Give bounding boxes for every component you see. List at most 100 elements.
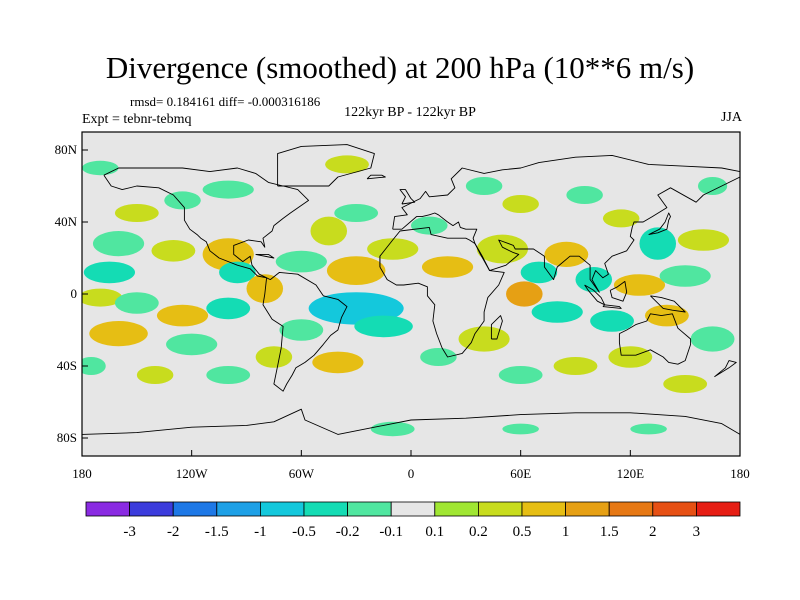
field-blob: [663, 375, 708, 393]
coastline: [103, 167, 310, 279]
colorbar-swatch: [85, 501, 130, 517]
coastline: [277, 144, 375, 187]
coastline: [648, 212, 671, 236]
coastline: [392, 154, 740, 230]
experiment-label: Expt = tebnr-tebmq: [82, 112, 192, 127]
field-blob: [82, 160, 119, 176]
coastline: [366, 174, 386, 180]
field-blob: [566, 186, 603, 204]
field-blob: [82, 357, 106, 375]
field-blob: [326, 256, 386, 285]
field-blob: [312, 351, 364, 374]
field-blob: [354, 315, 413, 338]
coastline: [379, 226, 505, 358]
field-blob: [166, 333, 218, 356]
colorbar-label: -3: [123, 524, 136, 540]
field-blob: [156, 304, 209, 327]
coastline: [602, 304, 622, 309]
x-tick-label: 0: [408, 466, 415, 481]
colorbar-label: -1.5: [205, 524, 229, 540]
field-blob: [255, 346, 293, 368]
colorbar-swatch: [172, 501, 218, 517]
colorbar-label: 0.1: [425, 524, 444, 540]
field-blob: [677, 229, 730, 251]
field-blob: [644, 304, 689, 327]
field-blob: [420, 348, 457, 366]
y-tick-label: 80N: [55, 142, 78, 157]
colorbar-swatch: [477, 501, 523, 517]
colorbar-swatch: [652, 501, 697, 517]
field-blob: [659, 265, 711, 287]
coastline: [392, 176, 740, 293]
field-blob: [465, 177, 503, 195]
field-blob: [531, 301, 583, 323]
colorbar-label: 1: [562, 524, 570, 540]
field-blob: [697, 177, 728, 195]
field-blob: [164, 191, 201, 210]
colorbar-swatch: [303, 501, 348, 517]
colorbar-swatch: [390, 501, 436, 517]
colorbar-swatch: [216, 501, 261, 517]
field-blob: [630, 423, 667, 435]
field-blob: [89, 321, 148, 347]
chart-title: Divergence (smoothed) at 200 hPa (10**6 …: [105, 50, 695, 85]
field-blob: [608, 346, 653, 368]
field-blob: [502, 423, 539, 435]
colorbar-label: -0.5: [292, 524, 316, 540]
field-blob: [498, 366, 543, 384]
colorbar-label: -0.2: [336, 524, 360, 540]
field-blob: [544, 241, 589, 267]
colorbar-label: 0.2: [469, 524, 488, 540]
coastline: [490, 315, 503, 340]
field-blob: [639, 227, 677, 260]
colorbar-label: 2: [649, 524, 657, 540]
coastline: [609, 280, 628, 302]
field-blob: [690, 326, 735, 352]
field-blob: [367, 238, 419, 260]
colorbar-swatch: [521, 501, 566, 517]
statistics-text: rmsd= 0.184161 diff= -0.000316186: [130, 94, 321, 109]
coastline: [262, 271, 348, 392]
field-blob: [602, 209, 640, 228]
field-blob: [275, 250, 327, 273]
field-blob: [219, 261, 256, 284]
colorbar-label: 1.5: [600, 524, 619, 540]
field-blob: [310, 216, 348, 246]
colorbar-swatch: [129, 501, 174, 517]
colorbar-swatch: [565, 501, 610, 517]
coastline: [618, 313, 692, 365]
field-blob: [458, 326, 510, 352]
coastline: [255, 253, 275, 259]
field-blob: [575, 267, 613, 293]
field-blob: [92, 231, 145, 257]
x-tick-label: 120W: [176, 466, 209, 481]
colorbar-swatch: [608, 501, 654, 517]
y-tick-label: 0: [71, 286, 78, 301]
field-blob: [411, 216, 448, 235]
season-label: JJA: [720, 110, 742, 125]
colorbar-label: -0.1: [379, 524, 403, 540]
colorbar-label: -1: [254, 524, 267, 540]
colorbar-swatch: [696, 501, 741, 517]
colorbar-label: 0.5: [513, 524, 532, 540]
x-tick-label: 60E: [510, 466, 531, 481]
field-blob: [334, 204, 379, 222]
field-blob: [82, 288, 123, 307]
field-blob: [114, 204, 159, 222]
field-blob: [206, 297, 251, 320]
field-blob: [476, 234, 528, 264]
colorbar-swatch: [434, 501, 479, 517]
field-blob: [325, 155, 369, 174]
field-blob: [279, 319, 324, 341]
field-blob: [520, 261, 558, 284]
field-blob: [246, 274, 284, 303]
y-tick-label: 40N: [55, 214, 78, 229]
x-tick-label: 60W: [289, 466, 315, 481]
field-blob: [590, 310, 634, 332]
field-blob: [506, 281, 543, 307]
coastline: [82, 408, 740, 435]
field-blob: [206, 366, 251, 384]
x-tick-label: 180: [730, 466, 750, 481]
colorbar-label: 3: [693, 524, 701, 540]
